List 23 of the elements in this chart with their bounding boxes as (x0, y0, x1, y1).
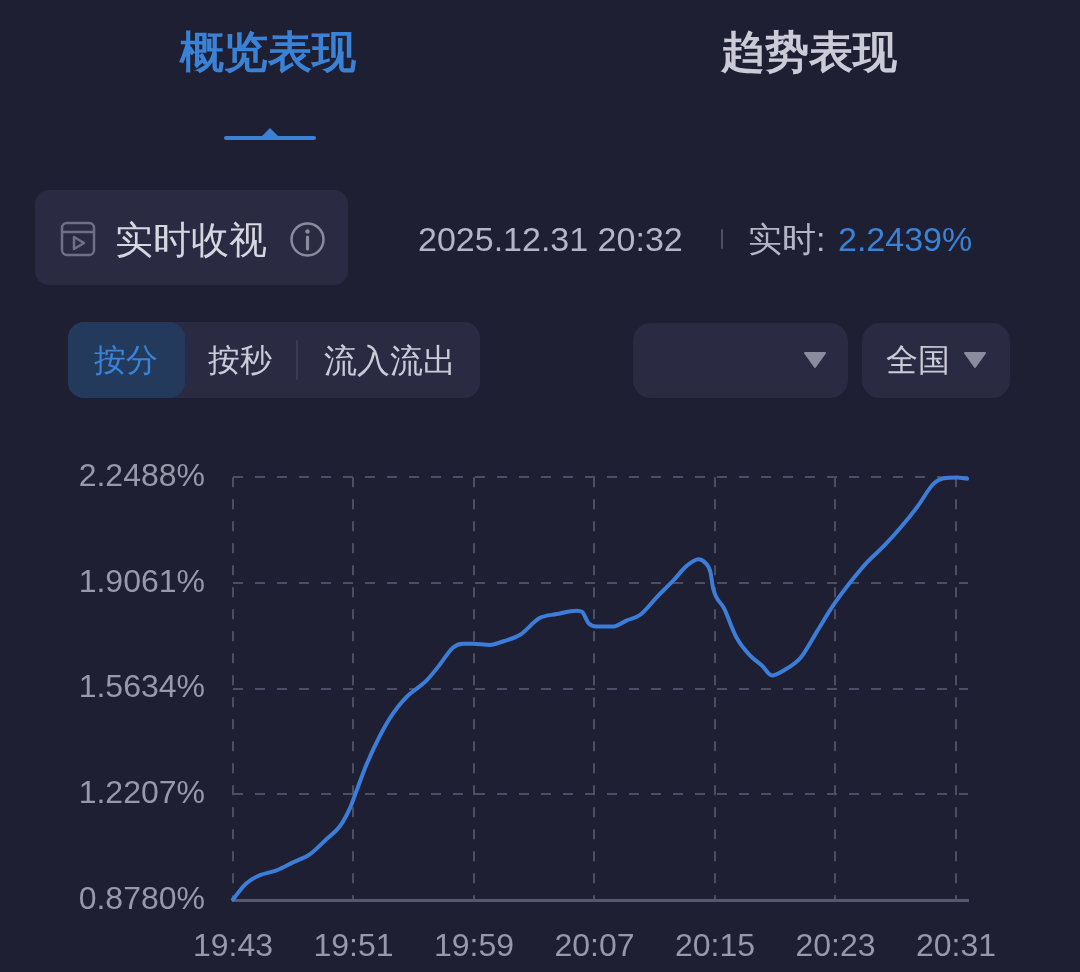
line-series (231, 475, 970, 902)
y-tick-label: 2.2488% (78, 457, 205, 494)
text: 2.2439% (838, 220, 973, 258)
text: 趋势表现 (721, 27, 897, 76)
text: 2025.12.31 20:32 (418, 220, 683, 258)
y-tick-label: 0.8780% (78, 879, 205, 916)
y-tick-label: 1.9061% (78, 562, 205, 599)
x-tick-label: 19:51 (313, 927, 394, 964)
x-tick-label: 20:31 (915, 927, 997, 964)
x-tick-label: 19:59 (433, 927, 514, 964)
text: 实时: (748, 220, 826, 258)
text: 流入流出 (324, 341, 456, 379)
text: 概览表现 (180, 27, 356, 76)
x-tick-label: 20:15 (674, 927, 755, 964)
text: 按秒 (208, 342, 272, 378)
text: 按分 (94, 342, 158, 378)
y-tick-label: 1.5634% (78, 668, 205, 705)
text: 全国 (886, 342, 950, 378)
y-tick-label: 1.2207% (78, 774, 205, 811)
x-tick-label: 20:23 (795, 927, 876, 964)
x-tick-label: 19:43 (192, 927, 274, 964)
chart-title: 实时收视 (115, 219, 267, 261)
x-tick-label: 20:07 (554, 927, 635, 964)
